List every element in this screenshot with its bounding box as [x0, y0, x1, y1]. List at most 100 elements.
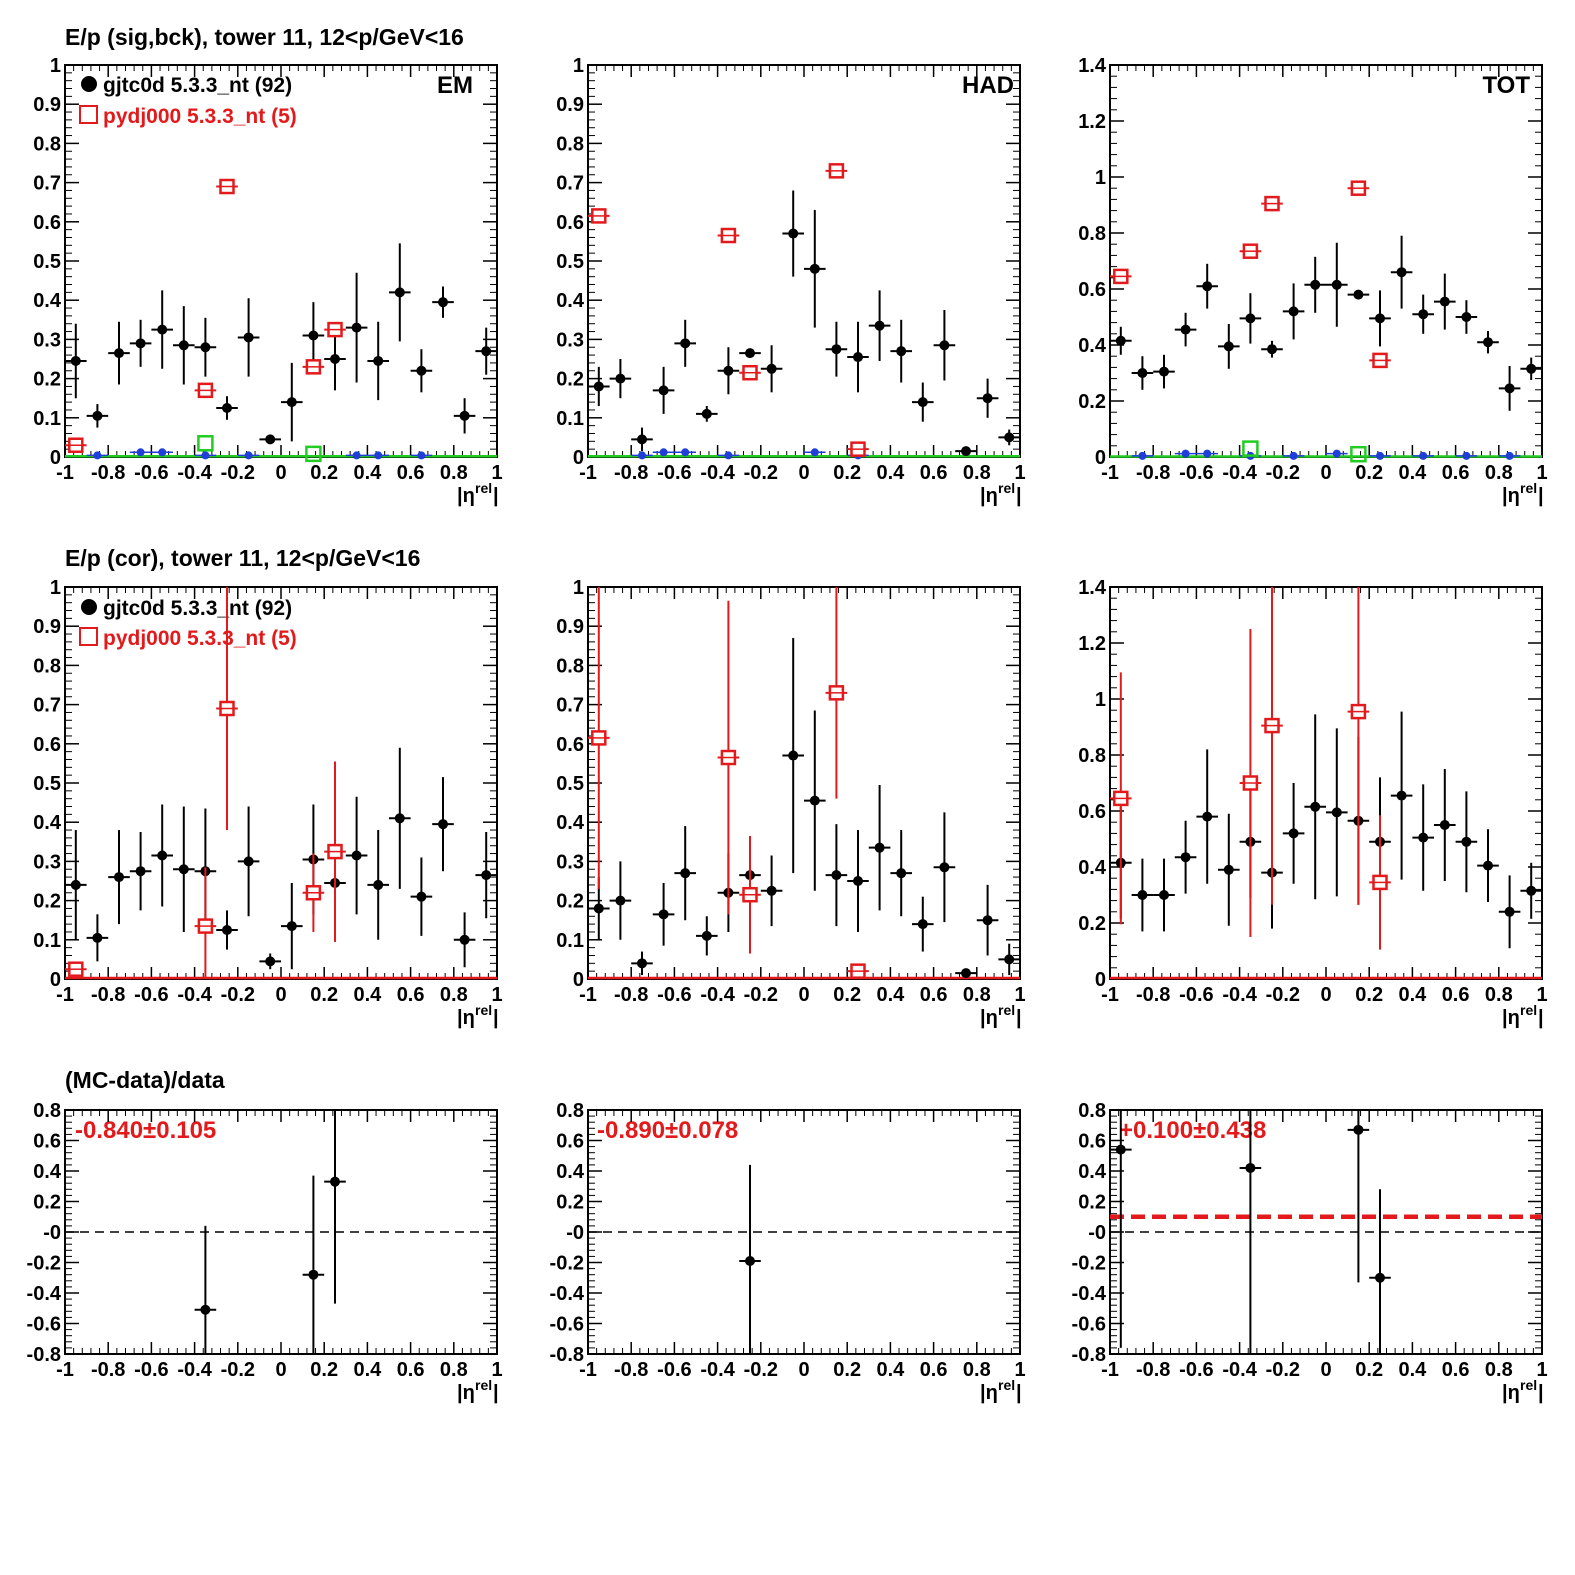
y-tick-label: -0.4 [27, 1283, 62, 1305]
data-point [1202, 811, 1213, 822]
data-point [809, 263, 820, 274]
y-tick-label: 0.2 [33, 369, 61, 391]
plot-frame [1109, 586, 1543, 980]
x-tick-label: 0.8 [963, 984, 991, 1006]
x-tick-label: -1 [579, 984, 597, 1006]
x-tick-label: 1 [1536, 1359, 1547, 1381]
y-tick-label: 0.6 [1078, 801, 1106, 823]
x-tick-label: 0.6 [397, 984, 425, 1006]
data-point [222, 403, 232, 413]
x-tick-label: -0.6 [134, 984, 168, 1006]
y-tick-label: 0.8 [1078, 745, 1106, 767]
data-point [939, 862, 950, 873]
data-point [200, 1304, 211, 1315]
ratio-em-result: -0.840±0.105 [75, 1117, 216, 1144]
x-tick-label: -1 [56, 462, 74, 484]
data-point [788, 750, 799, 761]
x-tick-label: 1 [1014, 984, 1025, 1006]
x-tick-label: -0.2 [1266, 1359, 1300, 1381]
em-label: EM [437, 72, 473, 99]
x-tick-label: -0.6 [657, 984, 691, 1006]
x-axis-label-bar: | [1016, 1382, 1022, 1404]
panel-ratio-had: -1 -0.8 -0.6 -0.4 -0.2 0 0.2 0.4 0.6 0.8 1|η rel |-0… [550, 1100, 1026, 1404]
x-axis-label-sup: rel [475, 1002, 492, 1018]
x-tick-label: -0.8 [91, 1359, 125, 1381]
data-point [157, 850, 168, 861]
x-axis-label-bar: | [1016, 1007, 1022, 1029]
plot-frame [587, 586, 1021, 980]
x-tick-label: -0.8 [614, 462, 648, 484]
x-tick-label: -0.2 [744, 984, 778, 1006]
panel-cor-tot: -1 -0.8 -0.6 -0.4 -0.2 0 0.2 0.4 0.6 0.8 1 |η rel | 0 0… [1078, 577, 1547, 1029]
data-point [1223, 864, 1234, 875]
x-tick-label: 0.6 [920, 462, 948, 484]
data-point [481, 870, 492, 881]
data-point [637, 958, 647, 969]
panel-sig-em: -1 -0.8 -0.6 -0.4 -0.2 0 0.2 0.4 0.6 0.8 1 |η rel | 0 0… [33, 55, 502, 507]
data-point [416, 365, 427, 376]
y-tick-label: 0.8 [33, 133, 61, 155]
data-point [135, 866, 146, 877]
legend-mc-marker-2 [79, 627, 98, 646]
x-tick-label: 0 [1320, 1359, 1331, 1381]
x-axis-label: |η [1502, 485, 1520, 507]
x-axis-label-sup: rel [998, 480, 1015, 496]
y-tick-label: 0.6 [33, 1131, 61, 1153]
x-tick-label: -0.6 [657, 1359, 691, 1381]
x-tick-label: 0.6 [920, 1359, 948, 1381]
x-tick-label: 0.4 [353, 462, 382, 484]
y-tick-label: 0.4 [33, 1161, 62, 1183]
legend-data-label: gjtc0d 5.3.3_nt (92) [103, 74, 292, 97]
x-axis-label: |η [980, 485, 998, 507]
panel-sig-tot: -1 -0.8 -0.6 -0.4 -0.2 0 0.2 0.4 0.6 0.8 1 |η rel | 0 0… [1078, 55, 1547, 507]
y-tick-label: 0.6 [33, 212, 61, 234]
y-tick-label: 0.1 [556, 930, 584, 952]
y-tick-label: 1.4 [1078, 55, 1107, 77]
y-tick-label: 1.4 [1078, 577, 1107, 599]
data-point [286, 397, 297, 408]
y-tick-label: 0.2 [1078, 391, 1106, 413]
data-point [1115, 335, 1126, 346]
x-tick-label: 0.4 [876, 984, 905, 1006]
x-tick-label: 0.4 [1398, 984, 1427, 1006]
y-tick-label: 0.2 [556, 369, 584, 391]
x-tick-label: 0.8 [963, 462, 991, 484]
y-tick-label: 0.5 [556, 773, 584, 795]
y-tick-label: -0.2 [27, 1253, 61, 1275]
data-point [1396, 267, 1407, 278]
x-tick-label: 0.2 [310, 462, 338, 484]
x-tick-label: 0.6 [397, 1359, 425, 1381]
x-axis-label-bar: | [493, 1007, 499, 1029]
y-tick-label: 0.7 [33, 173, 61, 195]
x-tick-label: 0 [1320, 462, 1331, 484]
x-tick-label: -0.4 [1222, 462, 1257, 484]
x-tick-label: -0.2 [221, 462, 255, 484]
plot-frame [1109, 64, 1543, 458]
data-point [1115, 1144, 1126, 1155]
x-tick-label: -0.6 [134, 1359, 168, 1381]
x-tick-label: 1 [1536, 462, 1547, 484]
x-tick-label: 0.8 [1485, 984, 1513, 1006]
x-tick-label: -0.4 [177, 462, 212, 484]
x-tick-label: 1 [491, 1359, 502, 1381]
data-point [114, 348, 124, 359]
data-point [1418, 309, 1429, 320]
panel-ratio-tot: -1 -0.8 -0.6 -0.4 -0.2 0 0.2 0.4 0.6 0.8 1|η rel |-0… [1072, 1100, 1548, 1404]
data-point [1526, 363, 1537, 374]
data-point [701, 930, 712, 941]
y-tick-label: 0.3 [33, 851, 61, 873]
data-point [438, 297, 448, 308]
data-point [1288, 306, 1299, 317]
background-mc-point [1242, 440, 1259, 457]
y-tick-label: 1.2 [1078, 111, 1106, 133]
x-tick-label: 0.6 [1442, 984, 1470, 1006]
y-tick-label: 0.5 [556, 251, 584, 273]
data-point [1202, 281, 1213, 292]
y-tick-label: 1 [1095, 167, 1106, 189]
data-point [593, 381, 604, 392]
x-tick-label: 1 [491, 462, 502, 484]
data-point [286, 921, 297, 932]
x-tick-label: 0.2 [833, 984, 861, 1006]
plot-frame [587, 64, 1021, 458]
